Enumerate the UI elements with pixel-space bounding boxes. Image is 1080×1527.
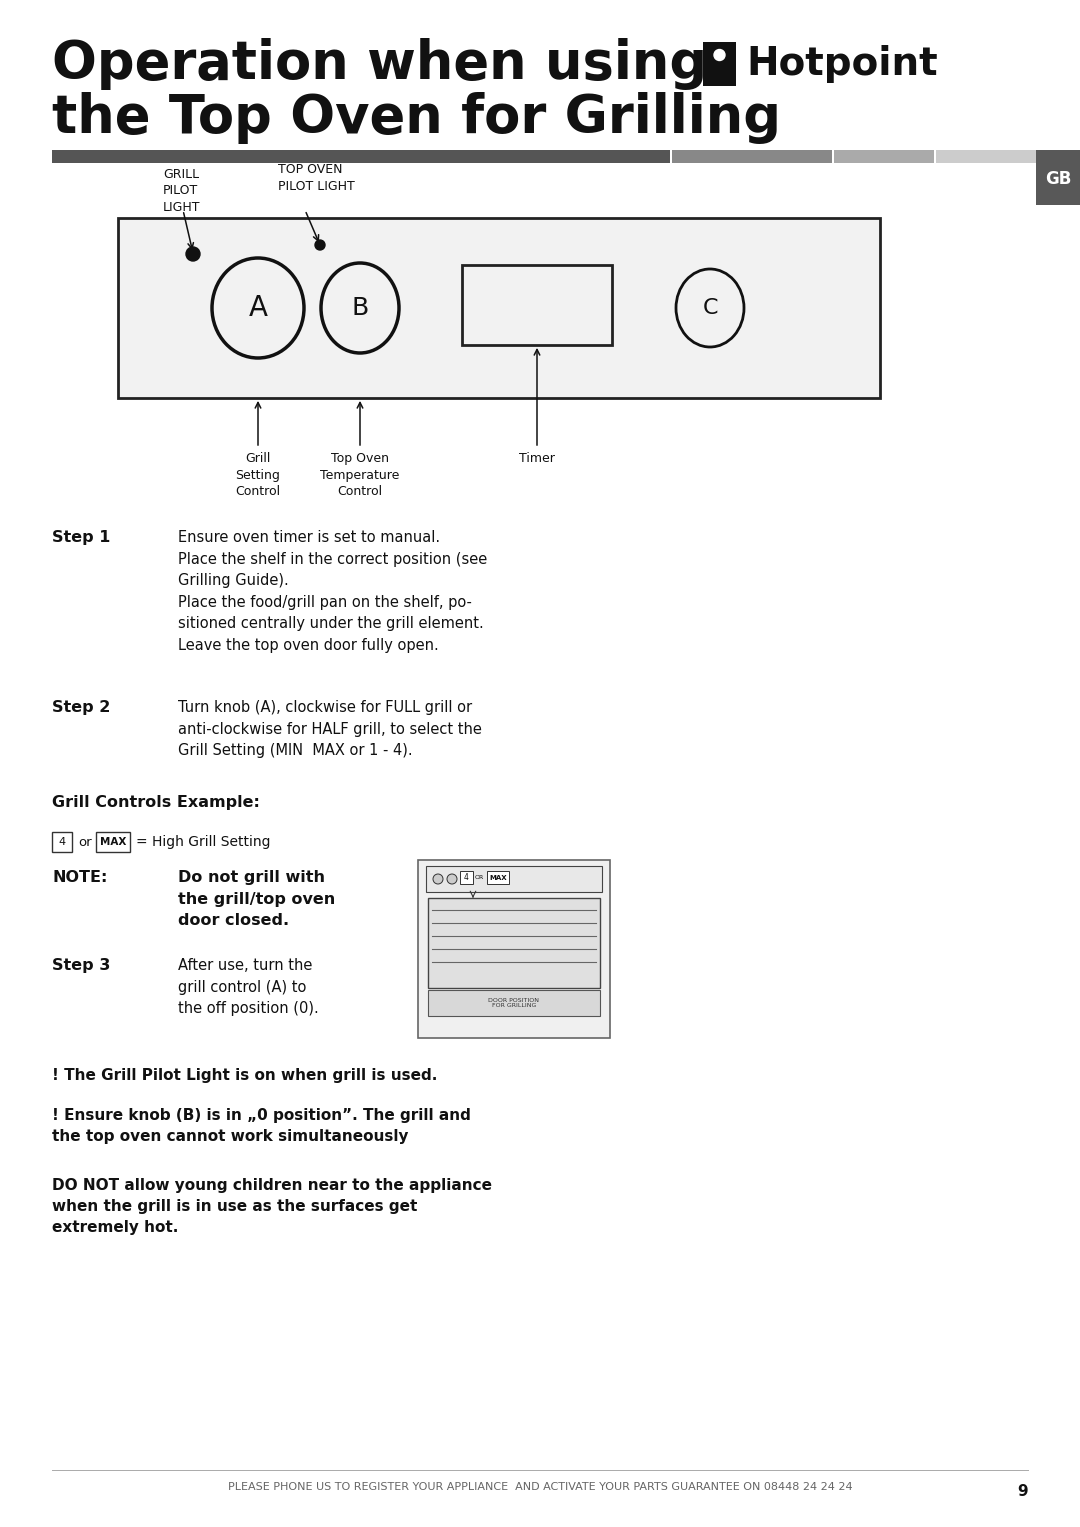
- Bar: [936, 150, 1036, 163]
- Text: Turn knob (A), clockwise for FULL grill or
anti-clockwise for HALF grill, to sel: Turn knob (A), clockwise for FULL grill …: [178, 699, 482, 759]
- Text: or: or: [78, 835, 92, 849]
- Text: Step 3: Step 3: [52, 957, 110, 973]
- Text: 9: 9: [1017, 1484, 1028, 1500]
- Circle shape: [315, 240, 325, 250]
- Text: C: C: [702, 298, 718, 318]
- Text: = High Grill Setting: = High Grill Setting: [136, 835, 270, 849]
- Text: After use, turn the
grill control (A) to
the off position (0).: After use, turn the grill control (A) to…: [178, 957, 319, 1015]
- Text: GRILL
PILOT
LIGHT: GRILL PILOT LIGHT: [163, 168, 201, 214]
- Bar: [428, 898, 600, 988]
- Circle shape: [186, 247, 200, 261]
- Text: 4: 4: [58, 837, 66, 847]
- Text: MAX: MAX: [99, 837, 126, 847]
- Text: Top Oven
Temperature
Control: Top Oven Temperature Control: [321, 452, 400, 498]
- Text: Ensure oven timer is set to manual.
Place the shelf in the correct position (see: Ensure oven timer is set to manual. Plac…: [178, 530, 487, 654]
- Bar: [460, 870, 473, 884]
- Text: TOP OVEN
PILOT LIGHT: TOP OVEN PILOT LIGHT: [278, 163, 354, 192]
- Text: Hotpoint: Hotpoint: [746, 44, 937, 82]
- Text: 4: 4: [464, 873, 469, 883]
- Ellipse shape: [212, 258, 303, 357]
- Bar: [418, 860, 610, 1038]
- Ellipse shape: [676, 269, 744, 347]
- Circle shape: [433, 873, 443, 884]
- Text: PLEASE PHONE US TO REGISTER YOUR APPLIANCE  AND ACTIVATE YOUR PARTS GUARANTEE ON: PLEASE PHONE US TO REGISTER YOUR APPLIAN…: [228, 1483, 852, 1492]
- Text: A: A: [248, 295, 268, 322]
- Text: Step 1: Step 1: [52, 530, 110, 545]
- Bar: [428, 989, 600, 1015]
- Text: the Top Oven for Grilling: the Top Oven for Grilling: [52, 92, 781, 144]
- Text: MAX: MAX: [489, 875, 507, 881]
- Text: DOOR POSITION
FOR GRILLING: DOOR POSITION FOR GRILLING: [488, 997, 540, 1008]
- Text: ! Ensure knob (B) is in „0 position”. The grill and
the top oven cannot work sim: ! Ensure knob (B) is in „0 position”. Th…: [52, 1109, 471, 1144]
- Text: DO NOT allow young children near to the appliance
when the grill is in use as th: DO NOT allow young children near to the …: [52, 1177, 492, 1235]
- Bar: [52, 832, 72, 852]
- Text: Grill
Setting
Control: Grill Setting Control: [235, 452, 281, 498]
- Text: Do not grill with
the grill/top oven
door closed.: Do not grill with the grill/top oven doo…: [178, 870, 335, 928]
- Text: Timer: Timer: [519, 452, 555, 466]
- Text: Grill Controls Example:: Grill Controls Example:: [52, 796, 260, 809]
- Bar: [487, 870, 509, 884]
- Text: ! The Grill Pilot Light is on when grill is used.: ! The Grill Pilot Light is on when grill…: [52, 1067, 437, 1083]
- Ellipse shape: [321, 263, 399, 353]
- Circle shape: [447, 873, 457, 884]
- Text: GB: GB: [1044, 169, 1071, 188]
- Bar: [1036, 150, 1080, 205]
- Bar: [426, 866, 602, 892]
- Text: NOTE:: NOTE:: [52, 870, 107, 886]
- Bar: [52, 150, 670, 163]
- Text: Step 2: Step 2: [52, 699, 110, 715]
- Bar: [834, 150, 934, 163]
- Text: B: B: [351, 296, 368, 321]
- Bar: [96, 832, 130, 852]
- Bar: [462, 266, 612, 345]
- Bar: [118, 218, 880, 399]
- Bar: [672, 150, 832, 163]
- Text: Operation when using: Operation when using: [52, 38, 707, 90]
- Circle shape: [714, 49, 725, 61]
- Bar: [703, 43, 735, 86]
- Text: OR: OR: [474, 875, 484, 880]
